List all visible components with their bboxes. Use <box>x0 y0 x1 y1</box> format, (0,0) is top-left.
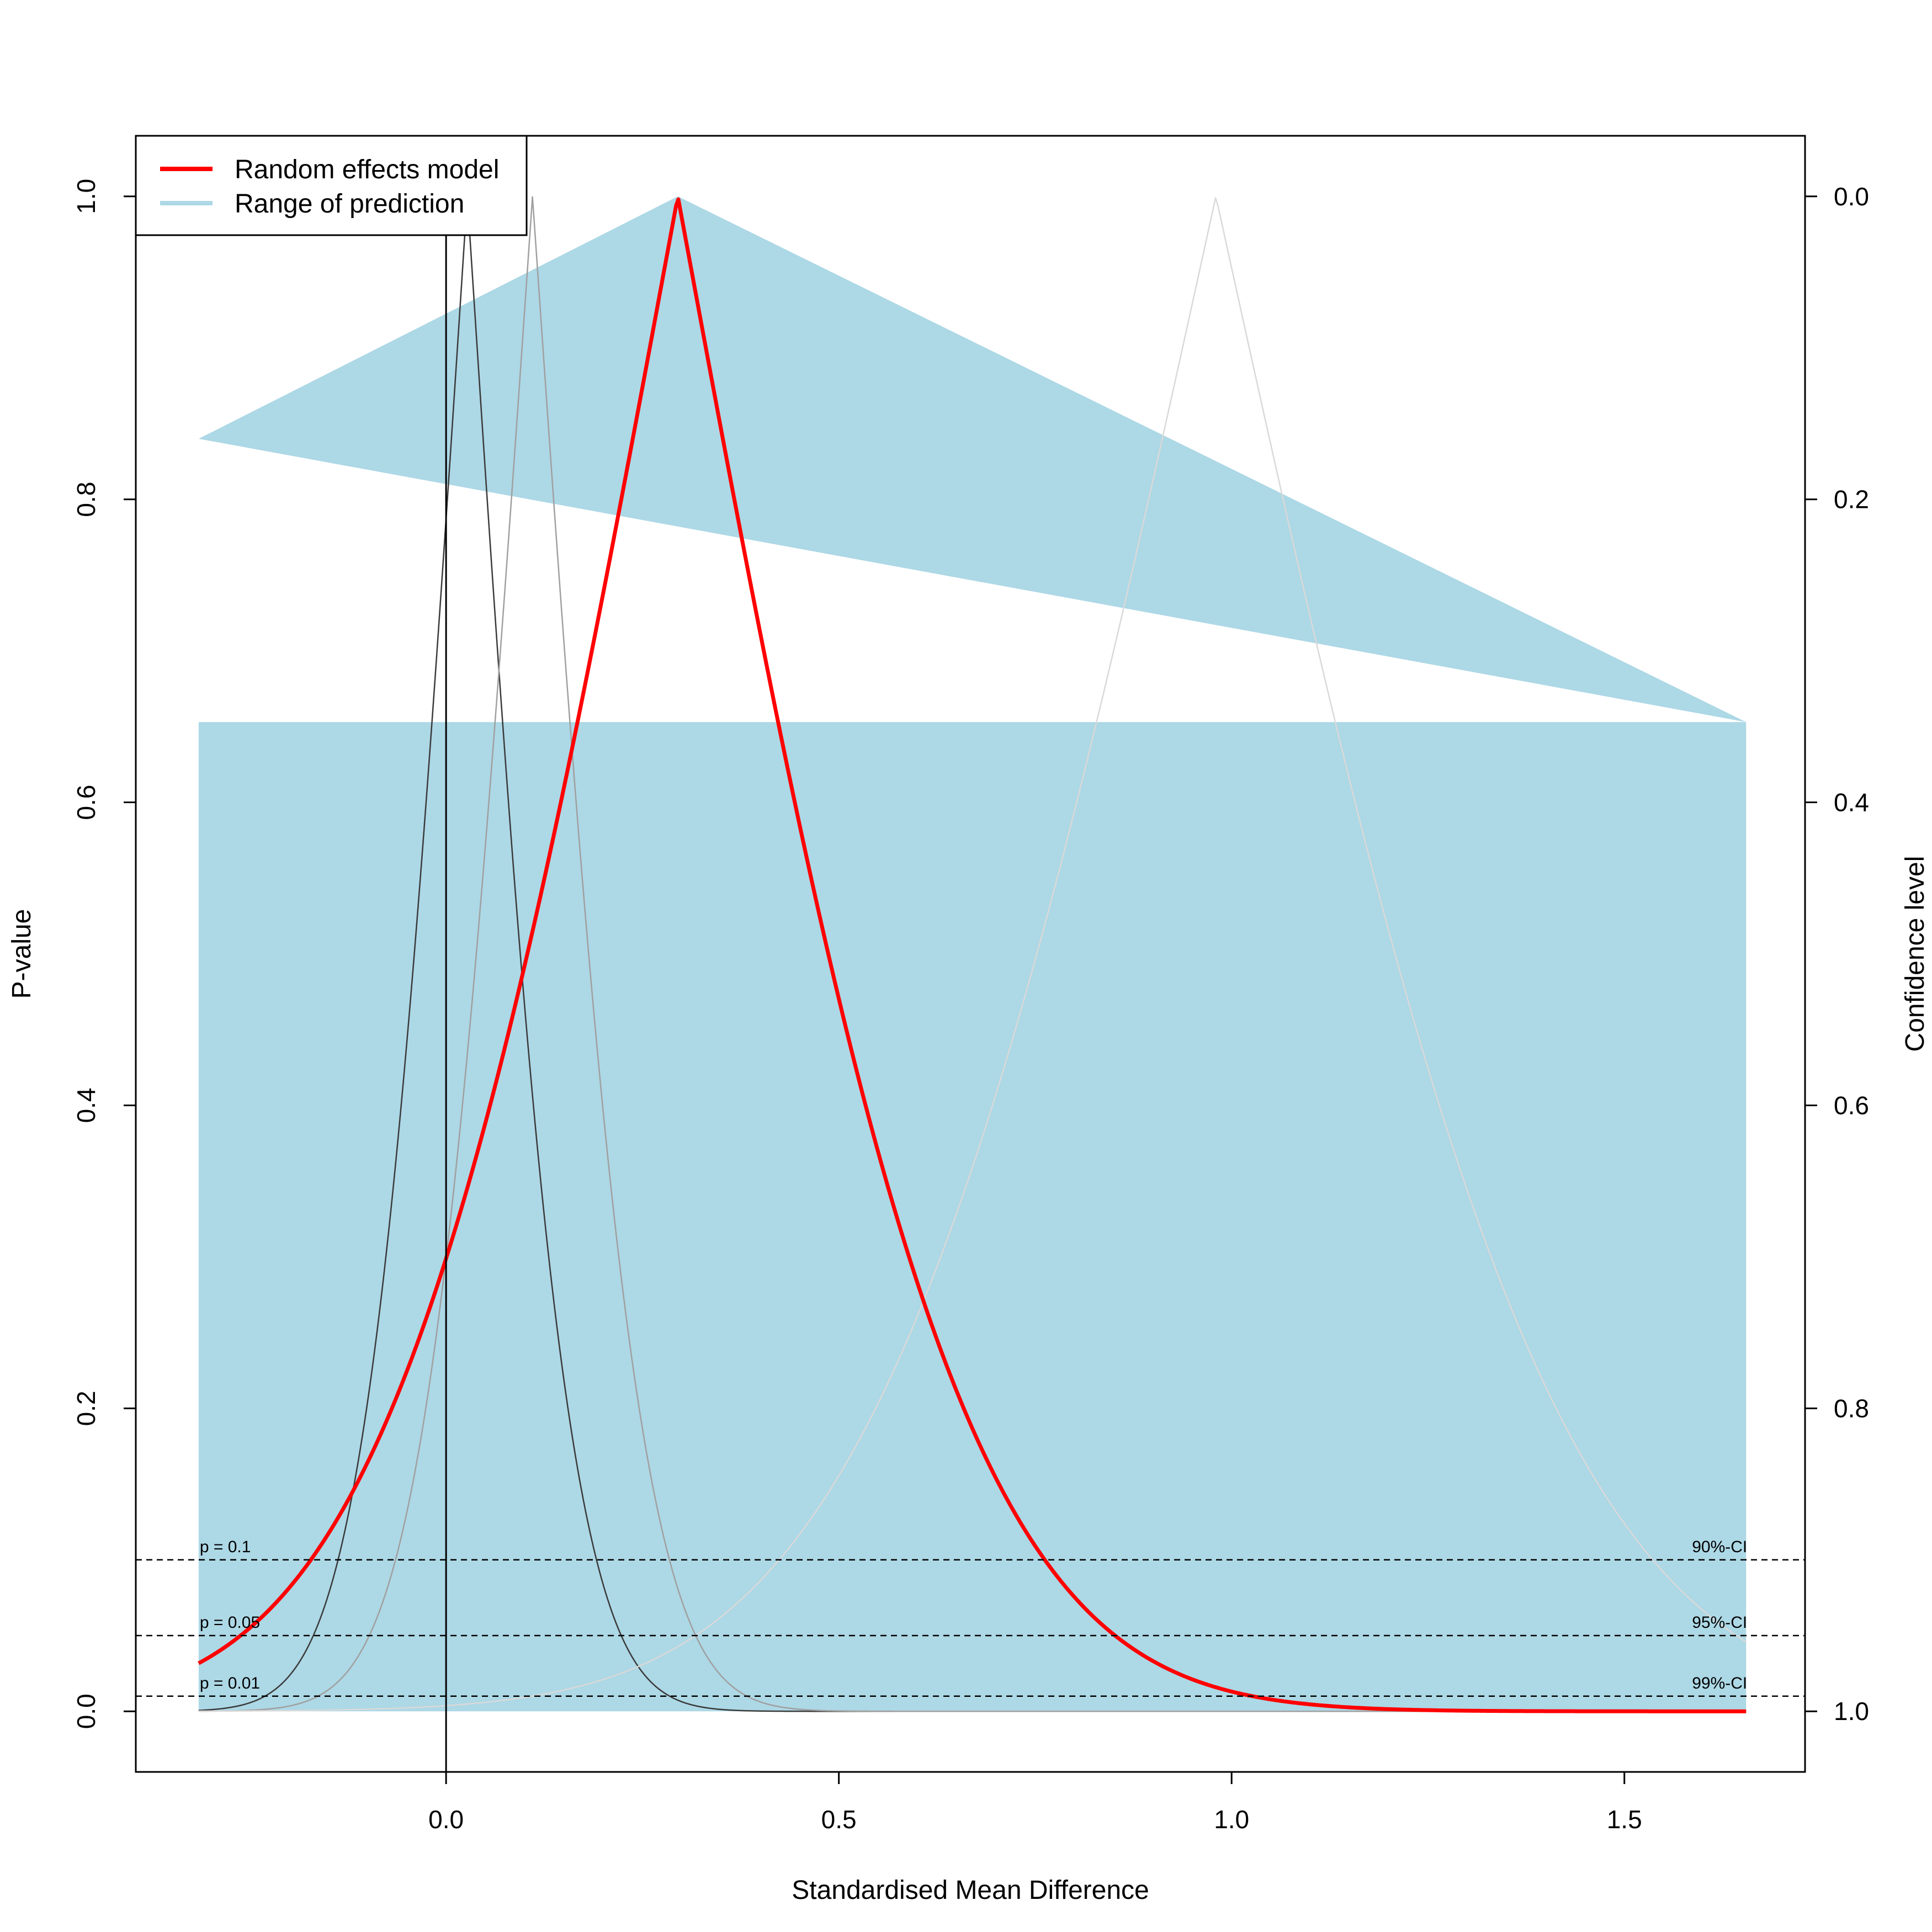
curve-series-layer <box>198 196 1747 1713</box>
y-tick-label: 1.0 <box>72 179 100 214</box>
x-axis-title: Standardised Mean Difference <box>792 1876 1149 1905</box>
y-tick-label: 0.0 <box>72 1694 100 1729</box>
legend: Random effects model Range of prediction <box>135 135 528 236</box>
x-tick-label: 0.0 <box>428 1805 464 1834</box>
y-tick-label: 0.8 <box>72 482 100 517</box>
y-tick-label: 0.2 <box>72 1390 100 1426</box>
threshold-left-label: p = 0.05 <box>200 1613 260 1632</box>
x-tick-label: 1.0 <box>1214 1805 1249 1834</box>
right-axis-tick-label: 0.6 <box>1834 1091 1869 1119</box>
reference-lines-layer: p = 0.1 90%-CI p = 0.05 95%-CI p = 0.01 99%-C… <box>136 136 1805 1772</box>
prediction-band-triangle <box>198 196 1747 723</box>
right-axis-title: Confidence level <box>1901 856 1930 1052</box>
threshold-left-label: p = 0.01 <box>200 1674 260 1692</box>
right-axis-tick-label: 0.4 <box>1834 788 1869 817</box>
legend-box <box>135 135 528 236</box>
right-axis-tick-label: 0.2 <box>1834 485 1869 514</box>
prediction-band-layer <box>198 196 1747 1712</box>
y-tick-label: 0.6 <box>72 785 100 820</box>
y-tick-label: 0.4 <box>72 1087 100 1123</box>
legend-label: Random effects model <box>235 155 499 184</box>
x-tick-label: 1.5 <box>1607 1805 1642 1834</box>
legend-label: Range of prediction <box>235 189 464 219</box>
right-axis-tick-label: 1.0 <box>1834 1697 1869 1726</box>
prediction-band-rect <box>198 722 1747 1712</box>
x-tick-label: 0.5 <box>821 1805 857 1834</box>
study-curve-3 <box>198 197 1747 1712</box>
threshold-right-label: 95%-CI <box>1692 1613 1747 1632</box>
axes-layer: 0.0 0.5 1.0 1.5 0.0 0.2 0.4 0.6 0.8 1.0 0.0 0.2 0.4 0… <box>72 179 1869 1834</box>
threshold-right-label: 90%-CI <box>1692 1538 1747 1556</box>
threshold-right-label: 99%-CI <box>1692 1674 1747 1692</box>
y-axis-title: P-value <box>7 909 36 999</box>
random-effects-curve <box>198 197 1747 1713</box>
right-axis-tick-label: 0.8 <box>1834 1394 1869 1423</box>
threshold-left-label: p = 0.1 <box>200 1538 251 1556</box>
right-axis-tick-label: 0.0 <box>1834 182 1869 211</box>
